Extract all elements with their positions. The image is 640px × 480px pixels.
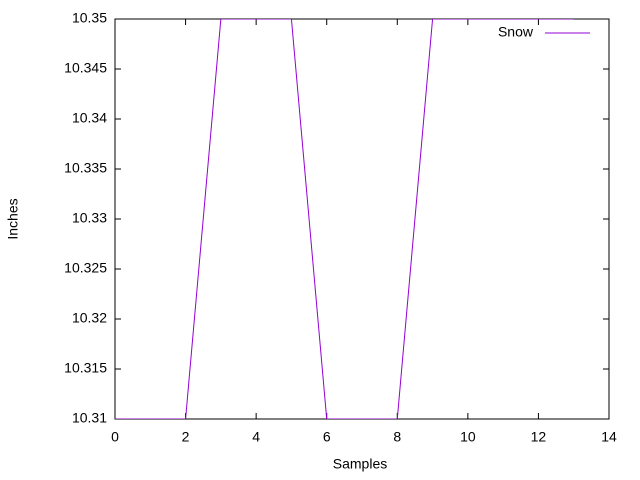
y-tick-label: 10.35 bbox=[72, 10, 107, 26]
x-axis-label: Samples bbox=[333, 456, 387, 472]
y-tick-label: 10.345 bbox=[64, 60, 107, 76]
y-tick-label: 10.33 bbox=[72, 210, 107, 226]
x-tick-label: 4 bbox=[252, 429, 260, 445]
data-line bbox=[115, 19, 574, 419]
plot-frame bbox=[114, 18, 610, 420]
y-tick-label: 10.325 bbox=[64, 260, 107, 276]
x-tick-label: 0 bbox=[111, 429, 119, 445]
legend-label: Snow bbox=[498, 24, 534, 40]
x-tick-label: 2 bbox=[182, 429, 190, 445]
x-tick-label: 6 bbox=[323, 429, 331, 445]
y-tick-label: 10.34 bbox=[72, 110, 107, 126]
y-tick-label: 10.335 bbox=[64, 160, 107, 176]
x-tick-label: 14 bbox=[601, 429, 617, 445]
plot-area bbox=[115, 19, 574, 419]
y-tick-label: 10.32 bbox=[72, 310, 107, 326]
x-tick-label: 12 bbox=[531, 429, 547, 445]
x-tick-label: 10 bbox=[460, 429, 476, 445]
x-tick-label: 8 bbox=[393, 429, 401, 445]
y-tick-label: 10.31 bbox=[72, 410, 107, 426]
y-axis-label: Inches bbox=[5, 198, 21, 239]
y-tick-label: 10.315 bbox=[64, 360, 107, 376]
